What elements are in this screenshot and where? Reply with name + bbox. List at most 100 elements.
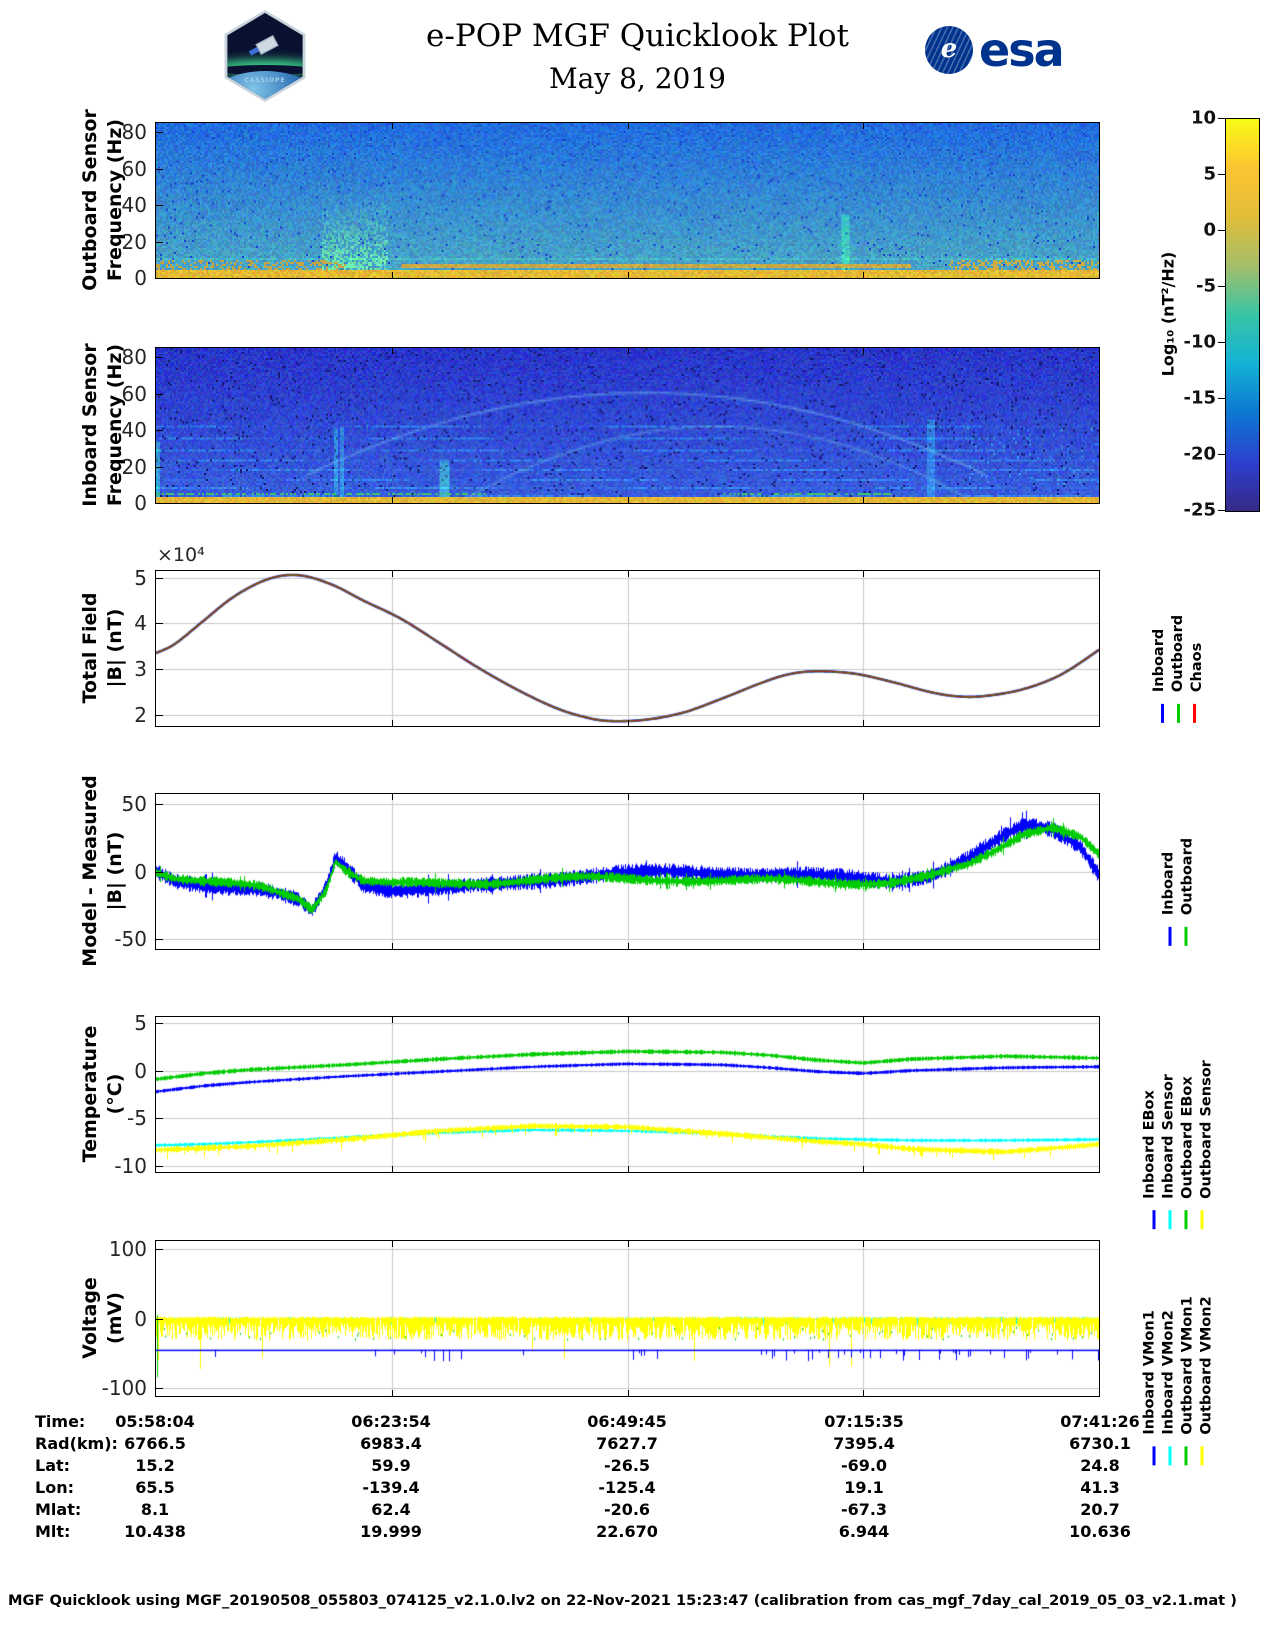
legend-marker xyxy=(1168,926,1172,946)
x-tick-mark xyxy=(628,123,629,129)
y-tick-mark xyxy=(156,871,163,873)
colorbar-tick-label: -10 xyxy=(1183,331,1216,353)
ephemeris-row-label: Mlt: xyxy=(35,1522,71,1541)
x-tick-mark xyxy=(392,272,393,278)
panel-voltage xyxy=(155,1240,1100,1397)
legend-marker xyxy=(1184,1210,1188,1230)
ephemeris-value: 62.4 xyxy=(371,1500,411,1519)
page-title: e-POP MGF Quicklook Plot xyxy=(426,18,849,54)
x-tick-mark xyxy=(392,943,393,949)
legend-label: Inboard EBox xyxy=(1141,1089,1158,1199)
y-tick-mark xyxy=(156,714,163,716)
ephemeris-value: 19.1 xyxy=(844,1478,884,1497)
y-tick-label: -10 xyxy=(114,1154,147,1179)
colorbar-tick-mark xyxy=(1218,398,1225,399)
y-tick-mark xyxy=(156,1249,163,1251)
x-tick-mark xyxy=(392,123,393,129)
y-tick-label: 0 xyxy=(134,491,147,515)
x-tick-mark xyxy=(392,348,393,354)
x-tick-mark xyxy=(863,571,864,577)
ephemeris-value: 06:49:45 xyxy=(587,1412,667,1431)
y-tick-label: 60 xyxy=(121,381,147,406)
y-tick-label: 80 xyxy=(121,345,147,370)
ylabel-inboard-spectrogram: Inboard Sensor Frequency (Hz) xyxy=(79,343,126,507)
x-tick-mark xyxy=(392,794,393,800)
y-tick-mark xyxy=(156,132,163,134)
y-tick-label: 20 xyxy=(121,454,147,479)
y-tick-mark xyxy=(156,669,163,670)
x-tick-mark xyxy=(628,272,629,278)
ephemeris-value: 10.636 xyxy=(1069,1522,1131,1541)
legend-temperature: Inboard EBox Inboard Sensor Outboard EBox O… xyxy=(1142,1060,1215,1230)
y-tick-mark xyxy=(156,205,163,207)
legend-marker xyxy=(1160,703,1164,723)
colorbar-tick-mark xyxy=(1218,286,1225,287)
x-tick-mark xyxy=(863,497,864,503)
panel-temperature xyxy=(155,1016,1100,1173)
y-tick-label: 5 xyxy=(134,1010,147,1035)
ephemeris-value: 07:15:35 xyxy=(824,1412,904,1431)
x-tick-mark xyxy=(628,943,629,949)
ephemeris-value: 8.1 xyxy=(140,1500,170,1519)
x-tick-mark xyxy=(392,497,393,503)
ephemeris-row-label: Rad(km): xyxy=(35,1434,118,1453)
ephemeris-value: -26.5 xyxy=(603,1456,651,1475)
x-tick-mark xyxy=(628,571,629,577)
x-tick-mark xyxy=(628,1390,629,1396)
ephemeris-value: -125.4 xyxy=(598,1478,656,1497)
legend-label: Outboard VMon1 xyxy=(1179,1295,1196,1435)
colorbar-tick-label: -25 xyxy=(1183,499,1216,521)
legend-label: Inboard VMon2 xyxy=(1160,1309,1177,1435)
model-measured-plot xyxy=(156,794,1099,949)
y-tick-label: 0 xyxy=(134,1306,147,1331)
colorbar-tick-mark xyxy=(1218,342,1225,343)
ephemeris-value: 07:41:26 xyxy=(1060,1412,1140,1431)
y-tick-label: 60 xyxy=(121,156,147,181)
y-tick-label: 20 xyxy=(121,229,147,254)
y-tick-label: 0 xyxy=(134,266,147,290)
x-tick-mark xyxy=(628,497,629,503)
y-tick-mark xyxy=(156,430,163,432)
page-date: May 8, 2019 xyxy=(549,62,726,95)
legend-label: Outboard EBox xyxy=(1179,1075,1196,1199)
colorbar-tick-mark xyxy=(1218,230,1225,231)
legend-marker xyxy=(1200,1446,1204,1466)
colorbar-tick-label: -20 xyxy=(1183,443,1216,465)
ephemeris-row-label: Mlat: xyxy=(35,1500,82,1519)
legend-label: Outboard VMon2 xyxy=(1198,1295,1215,1435)
voltage-plot xyxy=(156,1241,1099,1396)
ephemeris-value: 7395.4 xyxy=(833,1434,895,1453)
esa-logo-text: esa xyxy=(979,23,1065,77)
colorbar-tick-label: 10 xyxy=(1190,107,1216,129)
colorbar-tick-label: 0 xyxy=(1203,219,1216,241)
x-tick-mark xyxy=(863,943,864,949)
x-tick-mark xyxy=(863,1390,864,1396)
legend-marker xyxy=(1184,926,1188,946)
ephemeris-value: -139.4 xyxy=(362,1478,420,1497)
y-tick-mark xyxy=(156,168,163,170)
colorbar-tick-mark xyxy=(1218,454,1225,455)
y-tick-mark xyxy=(156,393,163,395)
temperature-plot xyxy=(156,1017,1099,1172)
legend-marker xyxy=(1176,703,1180,723)
y-tick-label: 0 xyxy=(134,1058,147,1083)
ephemeris-value: 41.3 xyxy=(1080,1478,1120,1497)
x-tick-mark xyxy=(392,571,393,577)
x-tick-mark xyxy=(392,1241,393,1247)
x-tick-mark xyxy=(392,1017,393,1023)
x-tick-mark xyxy=(863,1166,864,1172)
y-tick-label: 2 xyxy=(134,702,147,727)
ephemeris-value: 15.2 xyxy=(135,1456,175,1475)
colorbar-label: Log₁₀ (nT²/Hz) xyxy=(1158,251,1178,377)
ephemeris-value: 7627.7 xyxy=(596,1434,658,1453)
x-tick-mark xyxy=(628,720,629,726)
legend-model-measured: Inboard Outboard xyxy=(1161,837,1196,946)
exponent-label: ×10⁴ xyxy=(157,544,205,566)
legend-marker xyxy=(1192,703,1196,723)
y-tick-mark xyxy=(156,939,163,941)
ephemeris-value: 10.438 xyxy=(124,1522,186,1541)
y-tick-label: 80 xyxy=(121,120,147,145)
esa-logo-icon: e esa xyxy=(925,23,1065,77)
ephemeris-value: -20.6 xyxy=(603,1500,651,1519)
